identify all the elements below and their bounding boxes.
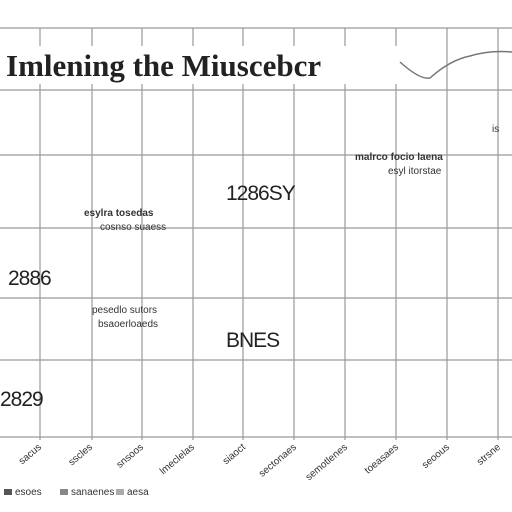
legend-swatch: [4, 489, 12, 495]
note: bsaoerloaeds: [98, 319, 158, 330]
legend-label: sanaenes: [71, 487, 114, 498]
label: BNES: [226, 329, 280, 352]
title-backdrop: [2, 46, 398, 84]
legend-swatch: [60, 489, 68, 495]
legend-swatch: [116, 489, 124, 495]
note: esyl itorstae: [388, 166, 442, 177]
label: is: [492, 124, 499, 135]
note: malrco focio laena: [355, 152, 443, 163]
title: Imlening the Miuscebcr: [6, 48, 321, 83]
grid: [0, 27, 512, 440]
legend-label: aesa: [127, 487, 149, 498]
legend-label: esoes: [15, 487, 42, 498]
note: pesedlo sutors: [92, 305, 157, 316]
label: 2886: [8, 267, 51, 290]
note: esylra tosedas: [84, 208, 154, 219]
legend: esoes sanaenes aesa: [4, 487, 149, 498]
curve: [399, 50, 512, 79]
label: 2829: [0, 388, 43, 411]
label: 1286SY: [226, 182, 296, 205]
note: cosnso suaess: [100, 222, 166, 233]
